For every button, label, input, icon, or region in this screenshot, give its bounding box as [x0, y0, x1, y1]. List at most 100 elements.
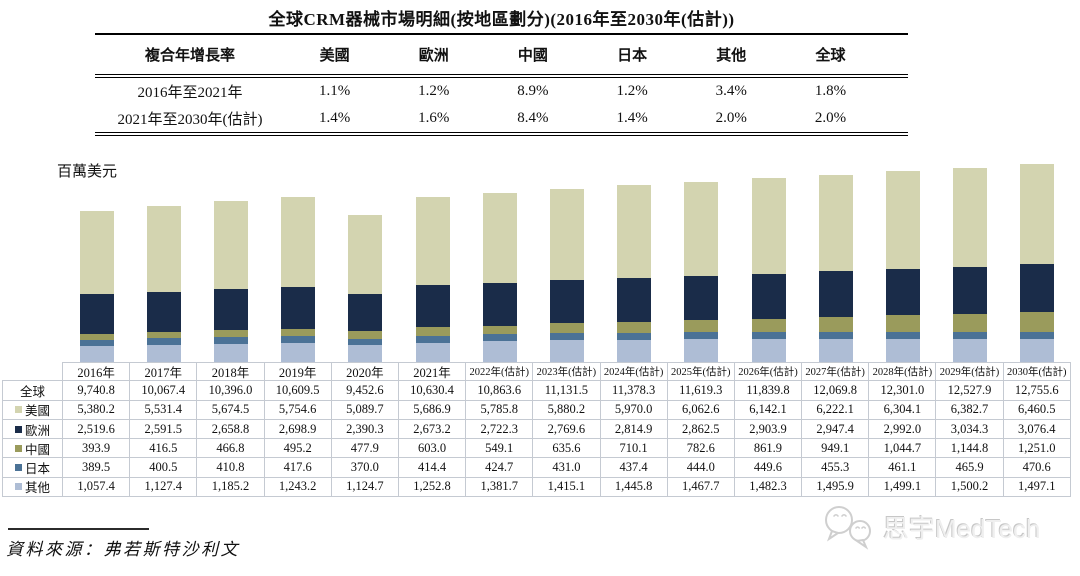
- column-header: 2024年(估計): [600, 362, 668, 382]
- column-header: 2018年: [197, 362, 265, 382]
- cagr-value: 8.4%: [517, 110, 549, 126]
- table-cell: 414.4: [398, 458, 467, 478]
- table-cell: 1,445.8: [600, 477, 668, 498]
- stacked-bar-2022年(估計): [482, 193, 517, 362]
- bar-segment-日本: [348, 338, 383, 345]
- table-cell: 1,243.2: [264, 477, 332, 498]
- bar-segment-中國: [751, 318, 786, 332]
- bar-segment-其他: [415, 342, 450, 362]
- stacked-bar-2026年(估計): [751, 178, 786, 362]
- table-cell: 6,304.1: [869, 400, 937, 420]
- cagr-header-row: 複合年增長率 美國 歐洲 中國 日本 其他 全球: [95, 35, 908, 78]
- cagr-value: 2.0%: [715, 110, 747, 126]
- bar-segment-日本: [550, 333, 584, 340]
- cagr-header-europe: 歐洲: [418, 48, 449, 64]
- bar-segment-歐洲: [482, 283, 517, 326]
- bar-segment-中國: [79, 333, 114, 340]
- bar-segment-日本: [1020, 331, 1055, 339]
- table-cell: 5,089.7: [331, 400, 399, 420]
- bar-segment-中國: [214, 330, 248, 338]
- table-cell: 10,609.5: [264, 381, 332, 401]
- table-cell: 2,903.9: [734, 419, 803, 440]
- bar-segment-歐洲: [684, 275, 719, 321]
- table-cell: 466.8: [197, 439, 265, 459]
- bar-segment-歐洲: [751, 273, 786, 319]
- cagr-value: 8.9%: [517, 83, 549, 99]
- column-header: 2017年: [130, 362, 198, 382]
- cagr-header-label: 複合年增長率: [144, 48, 235, 64]
- legend-swatch-日本: [14, 464, 22, 472]
- table-cell: 5,674.5: [197, 400, 265, 420]
- bar-segment-日本: [415, 336, 450, 343]
- y-axis-unit-label: 百萬美元: [57, 164, 118, 180]
- table-cell: 710.1: [600, 439, 668, 459]
- bar-segment-中國: [146, 331, 181, 339]
- row-label-日本: 日本: [2, 458, 63, 478]
- table-cell: 444.0: [667, 458, 735, 478]
- row-label-text: 全球: [19, 384, 45, 399]
- table-cell: 11,839.8: [734, 381, 803, 401]
- bar-segment-日本: [214, 337, 248, 344]
- bar-segment-歐洲: [886, 268, 920, 316]
- table-cell: 6,222.1: [802, 400, 870, 420]
- stacked-bar-2019年: [281, 197, 316, 362]
- stacked-bar-chart: [63, 164, 1071, 362]
- table-cell: 9,740.8: [63, 381, 131, 401]
- table-corner-blank: [2, 362, 63, 382]
- table-cell: 5,754.6: [264, 400, 332, 420]
- legend-swatch-中國: [14, 444, 22, 452]
- bar-segment-歐洲: [550, 280, 584, 324]
- table-cell: 431.0: [533, 458, 601, 478]
- cagr-header-china: 中國: [517, 48, 548, 64]
- table-cell: 2,769.6: [533, 419, 601, 440]
- stacked-bar-2017年: [146, 205, 181, 362]
- cagr-header-japan: 日本: [617, 48, 648, 64]
- bar-segment-日本: [684, 332, 719, 340]
- table-cell: 1,499.1: [869, 477, 937, 498]
- bar-segment-中國: [953, 313, 988, 332]
- table-cell: 437.4: [600, 458, 668, 478]
- row-label-text: 日本: [24, 462, 50, 477]
- bar-segment-美國: [1020, 164, 1055, 265]
- cagr-value: 3.4%: [715, 83, 747, 99]
- bar-segment-美國: [281, 197, 316, 287]
- bar-segment-中國: [415, 326, 450, 337]
- table-cell: 11,131.5: [533, 381, 601, 401]
- cagr-header-global: 全球: [815, 48, 846, 64]
- cagr-header-other: 其他: [716, 48, 747, 64]
- bar-segment-歐洲: [953, 266, 988, 314]
- table-cell: 11,619.3: [667, 381, 735, 401]
- cagr-value: 1.4%: [318, 110, 351, 126]
- bar-segment-其他: [214, 343, 248, 362]
- stacked-bar-2020年: [348, 215, 383, 362]
- bar-segment-中國: [818, 317, 853, 332]
- column-header: 2028年(估計): [869, 362, 937, 382]
- table-cell: 2,519.6: [63, 419, 131, 440]
- table-cell: 2,698.9: [264, 419, 332, 440]
- table-cell: 5,686.9: [398, 400, 467, 420]
- bar-segment-日本: [79, 339, 114, 346]
- table-cell: 1,467.7: [667, 477, 735, 498]
- column-header: 2016年: [63, 362, 131, 382]
- table-cell: 1,381.7: [466, 477, 534, 498]
- table-cell: 455.3: [802, 458, 870, 478]
- table-cell: 5,380.2: [63, 400, 131, 420]
- table-cell: 2,862.5: [667, 419, 735, 440]
- table-cell: 410.8: [197, 458, 265, 478]
- table-cell: 465.9: [936, 458, 1004, 478]
- table-cell: 393.9: [63, 439, 131, 459]
- row-label-美國: 美國: [2, 400, 63, 420]
- stacked-bar-2018年: [214, 200, 248, 362]
- bar-segment-中國: [281, 328, 316, 337]
- cagr-value: 1.6%: [418, 110, 450, 126]
- bar-segment-日本: [617, 332, 652, 340]
- column-header: 2029年(估計): [936, 362, 1004, 382]
- cagr-value: 1.2%: [616, 83, 648, 99]
- table-cell: 10,863.6: [466, 381, 534, 401]
- bar-segment-其他: [348, 344, 383, 362]
- row-label-text: 歐洲: [24, 423, 50, 438]
- table-cell: 1,482.3: [734, 477, 803, 498]
- table-cell: 10,630.4: [398, 381, 467, 401]
- bar-segment-美國: [415, 197, 450, 286]
- table-cell: 5,880.2: [533, 400, 601, 420]
